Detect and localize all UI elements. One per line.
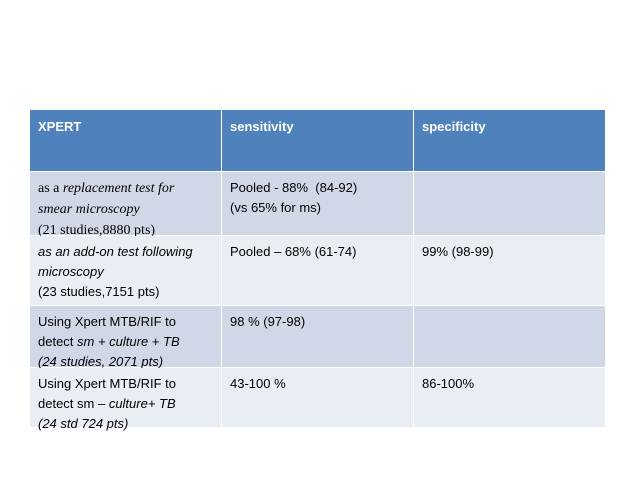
table-cell: 99% (98-99) [414,236,606,306]
cell-line: microscopy [38,262,213,282]
text-run: 86-100% [422,376,475,391]
text-run: 43-100 % [230,376,286,391]
cell-line: (vs 65% for ms) [230,198,405,218]
text-run: detect [38,334,78,349]
text-run: sm + culture + TB [77,334,180,349]
text-run: (21 studies,8880 pts) [38,223,156,238]
table-cell: Pooled - 88% (84-92) (vs 65% for ms) [222,172,414,236]
text-run: 99% (98-99) [422,244,494,259]
text-run: replacement test for [62,181,175,196]
text-run: smear microscopy [38,202,140,217]
cell-line: detect sm – culture+ TB [38,394,213,414]
cell-line: Pooled – 68% (61-74) [230,242,405,262]
table-cell [414,306,606,368]
text-run: Using Xpert MTB/RIF to [38,376,176,391]
cell-line: 99% (98-99) [422,242,597,262]
cell-line: 86-100% [422,374,597,394]
cell-line: (24 studies, 2071 pts) [38,352,213,372]
text-run: Using Xpert MTB/RIF to [38,314,176,329]
text-run: as an add-on test following [38,244,193,259]
text-run: (24 studies, 2071 pts) [38,354,164,369]
table-cell: 86-100% [414,368,606,428]
cell-line: (21 studies,8880 pts) [38,220,213,241]
header-cell: specificity [414,110,606,172]
cell-line: Using Xpert MTB/RIF to [38,374,213,394]
cell-line: Using Xpert MTB/RIF to [38,312,213,332]
text-run: (vs 65% for ms) [230,200,322,215]
table-cell: 98 % (97-98) [222,306,414,368]
table-cell: Using Xpert MTB/RIF to detect sm + cultur… [30,306,222,369]
cell-line: smear microscopy [38,199,213,220]
table-cell: as a replacement test for smear microscop… [30,172,222,238]
text-run: culture+ TB [108,396,176,411]
cell-line: Pooled - 88% (84-92) [230,178,405,198]
cell-line: (24 std 724 pts) [38,414,213,434]
text-run: (24 std 724 pts) [38,416,129,431]
table-cell [414,172,606,236]
cell-line: (23 studies,7151 pts) [38,282,213,302]
header-cell: XPERT [30,110,222,172]
table-cell: as an add-on test following microscopy (23… [30,236,222,306]
cell-line: 98 % (97-98) [230,312,405,332]
cell-line: 43-100 % [230,374,405,394]
table-cell: Pooled – 68% (61-74) [222,236,414,306]
text-run: 98 % (97-98) [230,314,306,329]
table-cell: 43-100 % [222,368,414,428]
text-run: Pooled - 88% (84-92) [230,180,358,195]
cell-line: as a replacement test for [38,178,213,199]
text-run: as a [38,181,63,196]
header-cell: sensitivity [222,110,414,172]
text-run: detect sm – [38,396,109,411]
table-cell: Using Xpert MTB/RIF to detect sm – cultur… [30,368,222,431]
text-run: microscopy [38,264,104,279]
cell-line: as an add-on test following [38,242,213,262]
text-run: Pooled – 68% (61-74) [230,244,357,259]
cell-line: detect sm + culture + TB [38,332,213,352]
text-run: (23 studies,7151 pts) [38,284,160,299]
